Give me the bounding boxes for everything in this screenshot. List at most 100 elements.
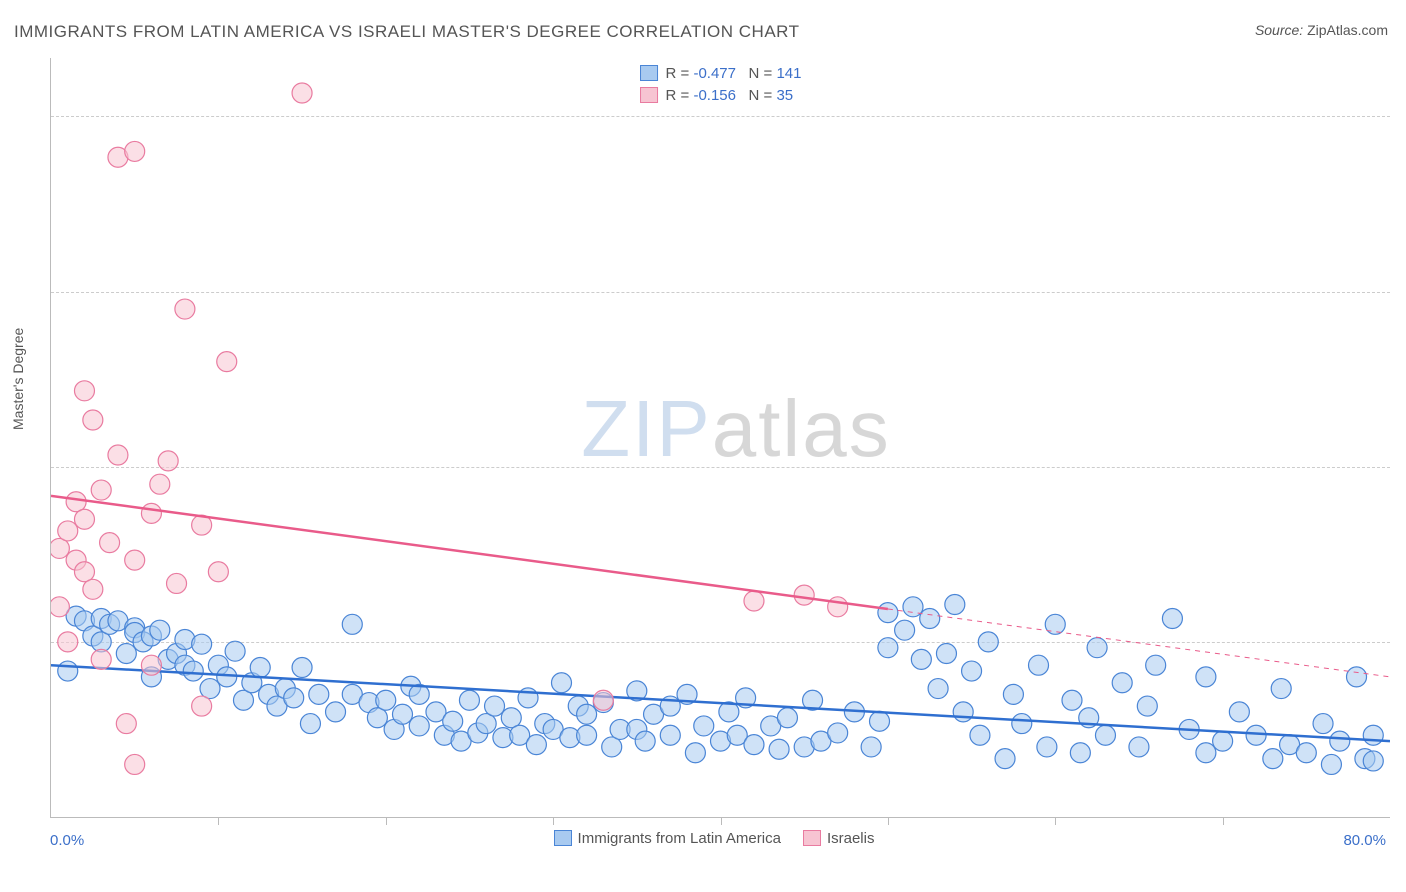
data-point xyxy=(125,141,145,161)
data-point xyxy=(1271,679,1291,699)
data-point xyxy=(108,445,128,465)
data-point xyxy=(1330,731,1350,751)
data-point xyxy=(685,743,705,763)
data-point xyxy=(183,661,203,681)
data-point xyxy=(1229,702,1249,722)
data-point xyxy=(58,661,78,681)
data-point xyxy=(911,649,931,669)
legend-row: R = -0.156 N = 35 xyxy=(640,85,802,107)
data-point xyxy=(602,737,622,757)
data-point xyxy=(158,451,178,471)
data-point xyxy=(895,620,915,640)
data-point xyxy=(192,696,212,716)
data-point xyxy=(526,735,546,755)
data-point xyxy=(74,509,94,529)
data-point xyxy=(367,708,387,728)
data-point xyxy=(1070,743,1090,763)
data-point xyxy=(326,702,346,722)
data-point xyxy=(141,655,161,675)
data-point xyxy=(409,716,429,736)
x-tick xyxy=(1055,817,1056,825)
plot-svg xyxy=(51,58,1390,817)
data-point xyxy=(1347,667,1367,687)
data-point xyxy=(51,597,69,617)
data-point xyxy=(777,708,797,728)
data-point xyxy=(200,679,220,699)
data-point xyxy=(501,708,521,728)
data-point xyxy=(292,83,312,103)
data-point xyxy=(443,711,463,731)
data-point xyxy=(476,714,496,734)
data-point xyxy=(995,749,1015,769)
data-point xyxy=(978,632,998,652)
data-point xyxy=(945,594,965,614)
data-point xyxy=(233,690,253,710)
data-point xyxy=(769,739,789,759)
data-point xyxy=(1012,714,1032,734)
data-point xyxy=(150,620,170,640)
data-point xyxy=(125,550,145,570)
x-tick xyxy=(888,817,889,825)
data-point xyxy=(936,644,956,664)
data-point xyxy=(635,731,655,751)
data-point xyxy=(217,352,237,372)
x-tick xyxy=(1223,817,1224,825)
data-point xyxy=(116,644,136,664)
data-point xyxy=(309,684,329,704)
data-point xyxy=(744,591,764,611)
legend-r-value: -0.156 xyxy=(693,87,736,104)
legend-n-value: 141 xyxy=(776,65,801,82)
legend-swatch xyxy=(640,65,658,81)
data-point xyxy=(192,634,212,654)
data-point xyxy=(74,562,94,582)
data-point xyxy=(1137,696,1157,716)
data-point xyxy=(861,737,881,757)
data-point xyxy=(1213,731,1233,751)
data-point xyxy=(794,585,814,605)
data-point xyxy=(1263,749,1283,769)
data-point xyxy=(953,702,973,722)
data-point xyxy=(116,714,136,734)
data-point xyxy=(870,711,890,731)
data-point xyxy=(225,641,245,661)
data-point xyxy=(878,638,898,658)
source-value: ZipAtlas.com xyxy=(1307,22,1388,38)
data-point xyxy=(577,704,597,724)
data-point xyxy=(593,690,613,710)
data-point xyxy=(1321,754,1341,774)
data-point xyxy=(1045,614,1065,634)
data-point xyxy=(292,658,312,678)
data-point xyxy=(1162,608,1182,628)
data-point xyxy=(1112,673,1132,693)
legend-r-value: -0.477 xyxy=(693,65,736,82)
data-point xyxy=(1246,725,1266,745)
data-point xyxy=(1313,714,1333,734)
data-point xyxy=(208,562,228,582)
data-point xyxy=(962,661,982,681)
data-point xyxy=(1129,737,1149,757)
data-point xyxy=(58,521,78,541)
x-tick xyxy=(553,817,554,825)
data-point xyxy=(928,679,948,699)
data-point xyxy=(878,603,898,623)
data-point xyxy=(551,673,571,693)
data-point xyxy=(660,725,680,745)
data-point xyxy=(1196,743,1216,763)
source-attribution: Source: ZipAtlas.com xyxy=(1255,22,1388,38)
data-point xyxy=(694,716,714,736)
chart-title: IMMIGRANTS FROM LATIN AMERICA VS ISRAELI… xyxy=(14,22,800,42)
data-point xyxy=(970,725,990,745)
data-point xyxy=(392,704,412,724)
data-point xyxy=(91,480,111,500)
data-point xyxy=(150,474,170,494)
data-point xyxy=(175,299,195,319)
data-point xyxy=(250,658,270,678)
data-point xyxy=(1003,684,1023,704)
data-point xyxy=(300,714,320,734)
legend-n-value: 35 xyxy=(776,87,793,104)
legend-swatch xyxy=(803,830,821,846)
data-point xyxy=(66,492,86,512)
data-point xyxy=(284,688,304,708)
data-point xyxy=(828,723,848,743)
data-point xyxy=(1196,667,1216,687)
